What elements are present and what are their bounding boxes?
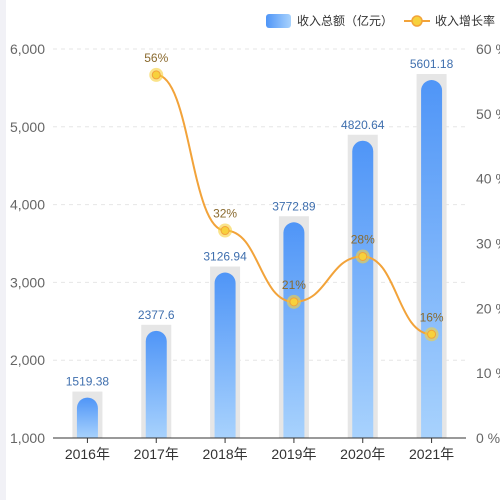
growth-value-label: 32% [213,207,237,221]
x-category-label: 2019年 [271,446,316,462]
growth-point [220,226,230,236]
bar [283,222,305,438]
label-layer: 1519.38 2377.6 3126.94 3772.89 4820.64 5601.1… [66,51,454,389]
y-left-tick-label: 5,000 [10,119,45,135]
y-right-tick-label: 10 % [476,365,500,381]
bar-value-label: 5601.18 [410,57,454,71]
growth-point [151,70,161,80]
legend-label-growth: 收入增长率 [435,13,495,28]
y-left-tick-label: 2,000 [10,352,45,368]
bar [76,397,98,438]
legend-swatch-growth-point [411,15,423,27]
axis-layer: 1,000 2,000 3,000 4,000 5,000 6,000 0 % 10 % 20 … [10,41,500,462]
growth-point [427,329,437,339]
x-category-label: 2020年 [340,446,385,462]
bar-value-label: 3772.89 [272,199,316,213]
growth-point [358,251,368,261]
bar-value-label: 3126.94 [203,250,247,264]
growth-value-label: 21% [282,278,306,292]
x-category-label: 2016年 [65,446,110,462]
growth-value-label: 56% [144,51,168,65]
y-left-tick-label: 4,000 [10,197,45,213]
x-category-label: 2017年 [134,446,179,462]
bar-value-label: 1519.38 [66,375,110,389]
bar [421,80,443,439]
x-category-label: 2021年 [409,446,454,462]
y-left-tick-label: 1,000 [10,430,45,446]
bar-shadow-layer [72,74,447,438]
growth-value-label: 28% [351,232,375,246]
legend: 收入总额（亿元） 收入增长率 [266,13,495,28]
y-left-tick-label: 3,000 [10,274,45,290]
x-category-label: 2018年 [203,446,248,462]
bar-layer [76,80,443,439]
grid-layer [53,48,466,361]
y-left-tick-label: 6,000 [10,41,45,57]
y-right-tick-label: 60 % [476,41,500,57]
bar [145,330,167,438]
bar [352,140,374,438]
y-right-tick-label: 20 % [476,300,500,316]
legend-label-revenue: 收入总额（亿元） [297,13,393,28]
left-edge-strip [0,0,6,500]
growth-value-label: 16% [420,310,444,324]
line-layer [149,67,439,342]
y-right-tick-label: 40 % [476,171,500,187]
y-right-tick-label: 30 % [476,236,500,252]
legend-swatch-revenue [266,14,291,28]
y-right-tick-label: 50 % [476,106,500,122]
growth-point [289,297,299,307]
bar-value-label: 4820.64 [341,118,385,132]
bar-value-label: 2377.6 [138,308,175,322]
y-right-tick-label: 0 % [476,430,500,446]
bar [214,272,236,438]
